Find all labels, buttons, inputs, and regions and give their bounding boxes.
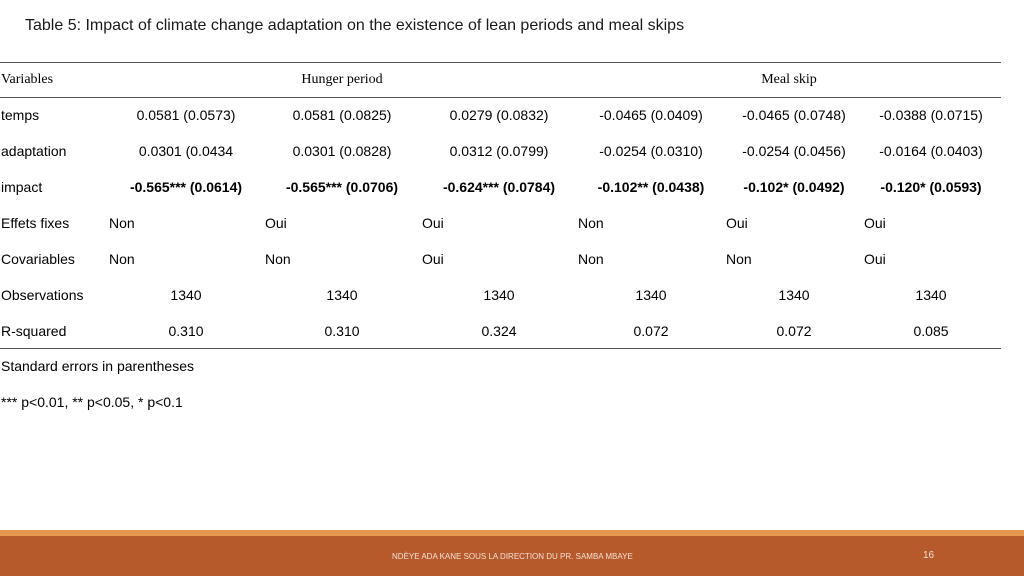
cell: Non — [109, 215, 135, 231]
header-variables: Variables — [1, 72, 54, 87]
cell: 0.310 — [168, 323, 204, 339]
row-label: Observations — [1, 287, 84, 303]
cell: -0.0164 (0.0403) — [879, 143, 983, 159]
cell: -0.565*** (0.0706) — [285, 179, 399, 195]
footer-author: NDÈYE ADA KANE SOUS LA DIRECTION DU PR. … — [392, 552, 633, 561]
table-row-impact: impact -0.565*** (0.0614) -0.565*** (0.0… — [0, 179, 1001, 199]
cell: -0.0465 (0.0748) — [742, 107, 846, 123]
cell: 1340 — [635, 287, 667, 303]
cell: Non — [265, 251, 291, 267]
table-bottom-rule — [0, 348, 1001, 349]
table-row-covariables: Covariables Non Non Oui Non Non Oui — [0, 251, 1001, 271]
note-standard-errors: Standard errors in parentheses — [1, 358, 194, 374]
cell: -0.102* (0.0492) — [743, 179, 845, 195]
cell: 0.0301 (0.0828) — [292, 143, 392, 159]
note-significance: *** p<0.01, ** p<0.05, * p<0.1 — [1, 394, 183, 410]
cell: Non — [109, 251, 135, 267]
cell: 1340 — [915, 287, 947, 303]
cell: 0.0581 (0.0825) — [292, 107, 392, 123]
cell: -0.0254 (0.0456) — [742, 143, 846, 159]
cell: -0.565*** (0.0614) — [129, 179, 243, 195]
cell: 0.0312 (0.0799) — [449, 143, 549, 159]
cell: Oui — [726, 215, 748, 231]
cell: -0.120* (0.0593) — [880, 179, 982, 195]
cell: 1340 — [778, 287, 810, 303]
table-row-observations: Observations 1340 1340 1340 1340 1340 13… — [0, 287, 1001, 307]
cell: 0.324 — [481, 323, 517, 339]
row-label: adaptation — [1, 143, 67, 159]
cell: Non — [578, 251, 604, 267]
cell: 0.310 — [324, 323, 360, 339]
row-label: R-squared — [1, 323, 67, 339]
header-meal-skip: Meal skip — [761, 72, 817, 87]
cell: Non — [578, 215, 604, 231]
cell: -0.0388 (0.0715) — [879, 107, 983, 123]
table-row-temps: temps 0.0581 (0.0573) 0.0581 (0.0825) 0.… — [0, 107, 1001, 127]
cell: -0.0254 (0.0310) — [599, 143, 703, 159]
cell: Non — [726, 251, 752, 267]
cell: 0.0581 (0.0573) — [136, 107, 236, 123]
cell: -0.0465 (0.0409) — [599, 107, 703, 123]
cell: -0.102** (0.0438) — [597, 179, 705, 195]
row-label: Covariables — [1, 251, 75, 267]
footer-accent-band — [0, 530, 1024, 536]
table-row-effets-fixes: Effets fixes Non Oui Oui Non Oui Oui — [0, 215, 1001, 235]
table-title: Table 5: Impact of climate change adapta… — [25, 17, 685, 34]
footer-band: NDÈYE ADA KANE SOUS LA DIRECTION DU PR. … — [0, 536, 1024, 576]
row-label: impact — [1, 179, 43, 195]
cell: 0.072 — [633, 323, 669, 339]
cell: 1340 — [170, 287, 202, 303]
cell: Oui — [864, 215, 886, 231]
table-row-adaptation: adaptation 0.0301 (0.0434 0.0301 (0.0828… — [0, 143, 1001, 163]
cell: 1340 — [326, 287, 358, 303]
row-label: Effets fixes — [1, 215, 70, 231]
cell: Oui — [864, 251, 886, 267]
cell: 0.0301 (0.0434 — [138, 143, 234, 159]
cell: Oui — [265, 215, 287, 231]
page-number: 16 — [923, 550, 935, 561]
cell: Oui — [422, 251, 444, 267]
header-hunger-period: Hunger period — [301, 72, 383, 87]
cell: 1340 — [483, 287, 515, 303]
header-rule — [0, 97, 1001, 98]
row-label: temps — [1, 107, 40, 123]
table-row-r-squared: R-squared 0.310 0.310 0.324 0.072 0.072 … — [0, 323, 1001, 343]
cell: -0.624*** (0.0784) — [442, 179, 556, 195]
cell: Oui — [422, 215, 444, 231]
table-top-rule — [0, 62, 1001, 63]
cell: 0.0279 (0.0832) — [449, 107, 549, 123]
cell: 0.072 — [776, 323, 812, 339]
cell: 0.085 — [913, 323, 949, 339]
